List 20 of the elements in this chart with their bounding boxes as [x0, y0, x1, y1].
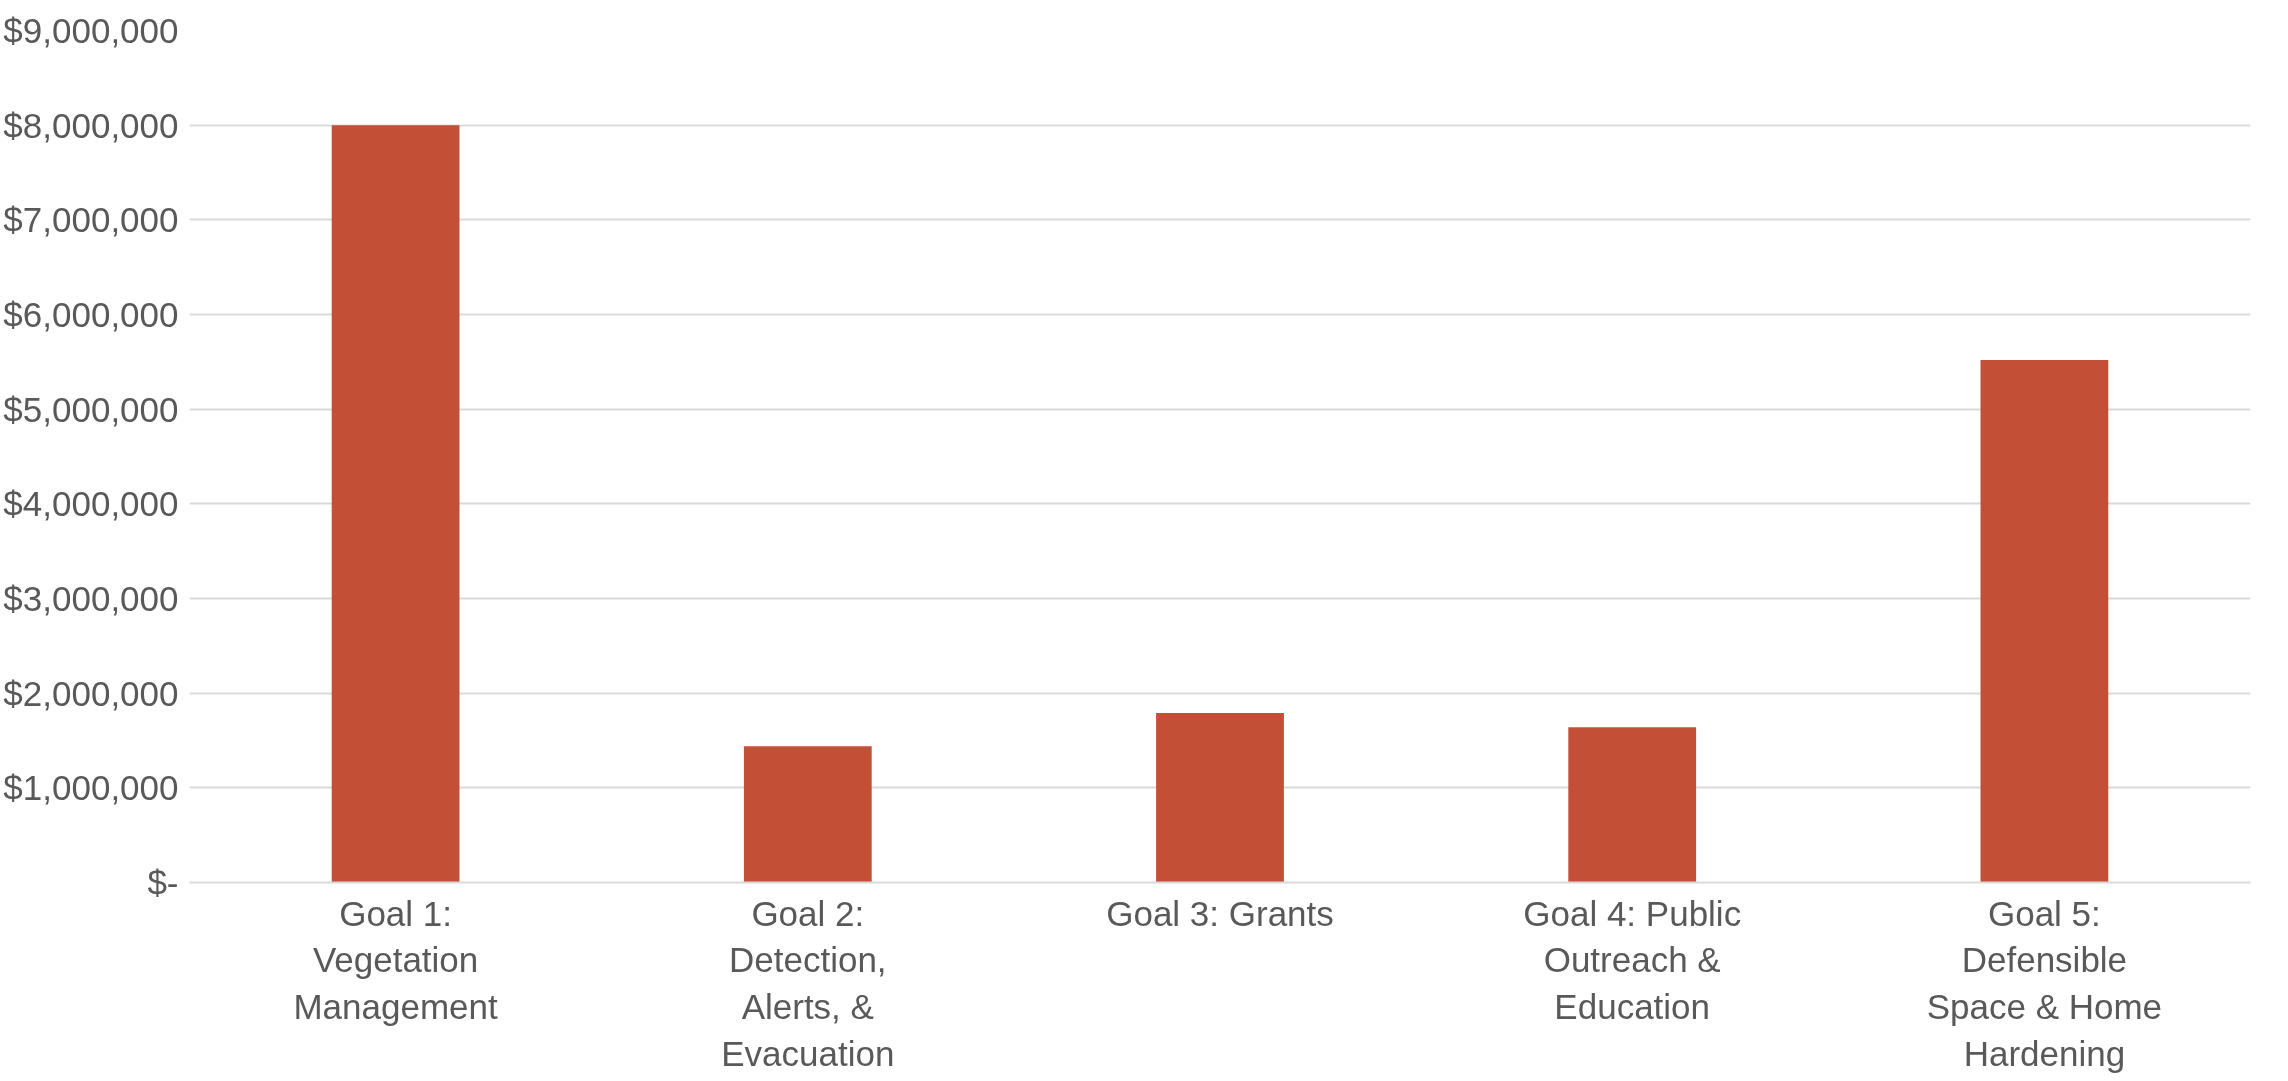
bar	[331, 125, 460, 883]
x-tick-label: Goal 1: Vegetation Management	[293, 893, 499, 1027]
bar	[1980, 359, 2109, 883]
bar	[743, 746, 872, 883]
y-tick-label: $2,000,000	[3, 673, 179, 713]
bar	[1156, 713, 1284, 883]
y-tick-label: $7,000,000	[3, 200, 179, 240]
y-tick-label: $1,000,000	[3, 768, 179, 808]
y-tick-label: $9,000,000	[3, 11, 179, 50]
y-tick-label: $6,000,000	[3, 295, 179, 334]
y-tick-label: $5,000,000	[3, 389, 179, 429]
y-tick-label: $3,000,000	[3, 579, 179, 618]
x-tick-label: Goal 2: Detection, Alerts, & Evacuation	[721, 893, 895, 1073]
y-tick-label: $-	[147, 863, 179, 902]
x-tick-label: Goal 3: Grants	[1106, 893, 1334, 933]
x-tick-label: Goal 4: Public Outreach & Education	[1523, 893, 1742, 1027]
y-tick-label: $4,000,000	[3, 484, 179, 524]
x-tick-label: Goal 5: Defensible Space & Home Hardening	[1926, 893, 2163, 1073]
y-tick-label: $8,000,000	[3, 105, 179, 145]
bar	[1568, 727, 1697, 883]
